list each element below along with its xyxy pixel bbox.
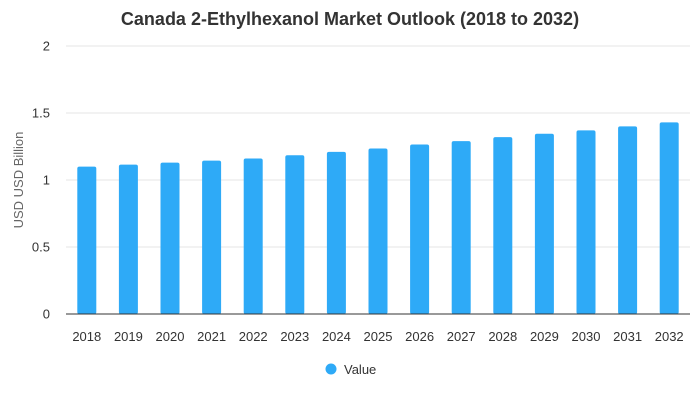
x-tick-label: 2020 xyxy=(156,329,185,344)
legend-label[interactable]: Value xyxy=(344,362,376,377)
x-tick-label: 2028 xyxy=(488,329,517,344)
x-tick-label: 2023 xyxy=(280,329,309,344)
x-tick-label: 2031 xyxy=(613,329,642,344)
y-tick-label: 2 xyxy=(43,39,50,54)
x-tick-label: 2018 xyxy=(72,329,101,344)
bar-2020[interactable] xyxy=(160,162,180,314)
x-tick-label: 2026 xyxy=(405,329,434,344)
y-tick-label: 0 xyxy=(43,307,50,322)
bar-2028[interactable] xyxy=(493,137,513,314)
bar-2023[interactable] xyxy=(285,155,305,314)
bar-2029[interactable] xyxy=(534,133,554,314)
x-tick-label: 2019 xyxy=(114,329,143,344)
bar-2022[interactable] xyxy=(243,158,263,314)
x-tick-label: 2022 xyxy=(239,329,268,344)
x-axis-ticks: 2018 2019 2020 2021 2022 2023 2024 2025 2026 2027… xyxy=(72,329,683,344)
bar-2024[interactable] xyxy=(326,151,346,314)
x-tick-label: 2025 xyxy=(364,329,393,344)
legend-swatch[interactable] xyxy=(325,363,337,375)
chart-title: Canada 2-Ethylhexanol Market Outlook (20… xyxy=(121,9,579,29)
bar-2019[interactable] xyxy=(118,164,138,314)
bar-2021[interactable] xyxy=(202,160,222,314)
y-tick-label: 0.5 xyxy=(32,240,50,255)
x-tick-label: 2024 xyxy=(322,329,351,344)
x-tick-label: 2032 xyxy=(655,329,684,344)
bar-2027[interactable] xyxy=(451,141,471,314)
y-axis-ticks: 0 0.5 1 1.5 2 xyxy=(32,39,50,322)
x-tick-label: 2029 xyxy=(530,329,559,344)
x-tick-label: 2021 xyxy=(197,329,226,344)
y-tick-label: 1 xyxy=(43,173,50,188)
legend[interactable]: Value xyxy=(325,362,377,377)
bar-2025[interactable] xyxy=(368,148,388,314)
bar-2018[interactable] xyxy=(77,166,97,314)
x-tick-label: 2027 xyxy=(447,329,476,344)
bar-series xyxy=(77,122,679,315)
y-tick-label: 1.5 xyxy=(32,106,50,121)
bar-2030[interactable] xyxy=(576,130,596,314)
y-axis-label: USD USD Billion xyxy=(11,132,26,229)
x-tick-label: 2030 xyxy=(572,329,601,344)
bar-2031[interactable] xyxy=(618,126,638,315)
bar-2026[interactable] xyxy=(410,144,430,314)
bar-2032[interactable] xyxy=(659,122,679,314)
